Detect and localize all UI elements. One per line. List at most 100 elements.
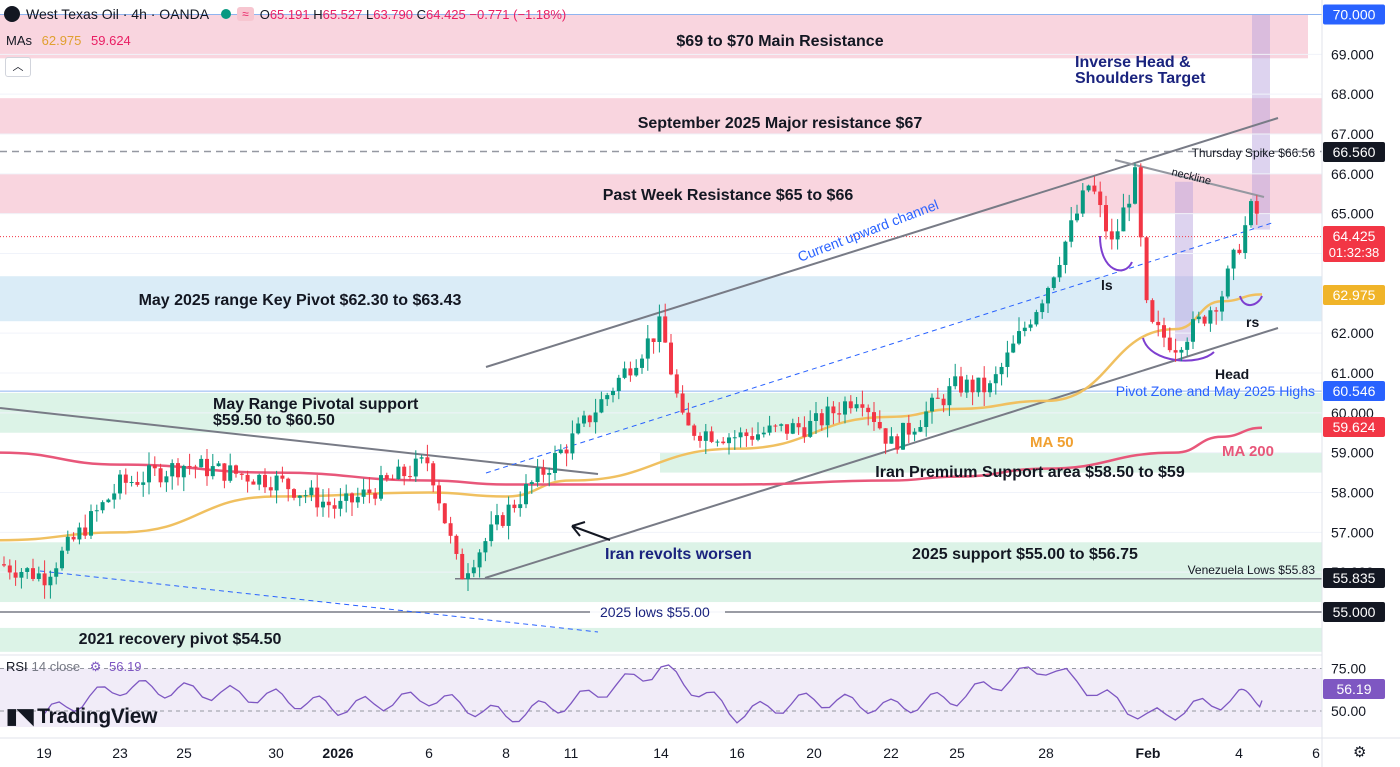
candle xyxy=(234,464,238,478)
candle xyxy=(1092,176,1097,195)
candle xyxy=(698,432,702,448)
candle xyxy=(193,464,198,479)
candle xyxy=(999,362,1004,386)
neckline xyxy=(1114,159,1265,198)
time-tick-label: Feb xyxy=(1136,745,1161,761)
ma-legend[interactable]: MAs 62.975 59.624 xyxy=(6,33,131,48)
symbol-title[interactable]: West Texas Oil · 4h · OANDA xyxy=(26,6,210,22)
candle-body xyxy=(71,536,76,540)
candle xyxy=(819,408,824,431)
channel-mid-line xyxy=(485,221,1276,474)
candle-body xyxy=(866,407,871,413)
candle-body xyxy=(25,568,30,572)
candle-body xyxy=(106,499,111,503)
candle xyxy=(756,422,760,442)
candle-body xyxy=(1034,312,1039,325)
candle xyxy=(1017,317,1021,346)
candle xyxy=(263,468,267,493)
candle xyxy=(13,560,18,586)
candle xyxy=(883,428,888,455)
market-status-icon xyxy=(221,9,232,19)
candle xyxy=(1138,163,1143,247)
price-label-bg xyxy=(1323,4,1385,25)
candle-body xyxy=(413,458,418,477)
candle xyxy=(419,454,424,464)
gear-icon[interactable]: ⚙ xyxy=(1353,744,1367,761)
candle-body xyxy=(228,465,233,481)
candle-body xyxy=(1167,337,1172,351)
zone-support xyxy=(0,627,1322,652)
candle-body xyxy=(553,453,557,474)
candle-body xyxy=(848,401,853,409)
chart-annotation: ls xyxy=(1101,277,1113,293)
candle-body xyxy=(593,412,598,423)
candle xyxy=(1196,311,1201,324)
rsi-settings-icon[interactable]: ⚙ xyxy=(89,659,102,674)
candle xyxy=(1179,347,1184,362)
candle xyxy=(210,453,215,480)
price-label: 70.000 xyxy=(1323,4,1385,25)
candle xyxy=(674,369,679,398)
candle xyxy=(141,471,146,497)
candle-body xyxy=(564,449,569,454)
candle xyxy=(280,466,285,483)
candle-body xyxy=(94,510,99,512)
candle xyxy=(628,361,633,382)
candle xyxy=(529,480,534,494)
candle-body xyxy=(1185,341,1190,350)
candle-body xyxy=(442,503,447,524)
candle xyxy=(199,455,204,468)
candle-body xyxy=(616,377,621,391)
candle-body xyxy=(970,379,975,393)
zone-label: $59.50 to $60.50 xyxy=(213,412,335,429)
wave-icon[interactable]: ≈ xyxy=(237,7,254,21)
candle xyxy=(1133,163,1137,205)
rsi-legend[interactable]: RSI 14 close ⚙ 56.19 xyxy=(6,659,142,674)
candle-body xyxy=(924,411,929,428)
time-tick-label: 8 xyxy=(502,745,510,761)
candle-body xyxy=(222,463,227,481)
price-label-value: 64.425 xyxy=(1333,228,1376,244)
downtrend-line xyxy=(0,407,599,475)
candle xyxy=(657,304,662,353)
candle-body xyxy=(19,571,24,578)
candle-body xyxy=(883,428,888,444)
candle xyxy=(576,417,581,435)
time-tick-label: 6 xyxy=(425,745,433,761)
tradingview-logo[interactable]: ▮◥ TradingView xyxy=(6,705,158,728)
candle xyxy=(599,391,604,414)
candle-body xyxy=(454,535,459,554)
price-tick-label: 66.000 xyxy=(1331,166,1374,182)
candle xyxy=(7,559,12,580)
candle-body xyxy=(1057,264,1062,278)
collapse-legend-button[interactable]: ︿ xyxy=(5,57,31,77)
price-label-value: 55.835 xyxy=(1333,570,1376,586)
price-label-value: 70.000 xyxy=(1333,7,1376,23)
candle-body xyxy=(999,366,1004,375)
time-tick-label: 30 xyxy=(268,745,284,761)
candle xyxy=(384,472,389,482)
price-tick-label: 58.000 xyxy=(1331,485,1374,501)
zone-label: September 2025 Major resistance $67 xyxy=(638,115,923,132)
candle-body xyxy=(344,493,349,501)
left-shoulder-curve xyxy=(1099,235,1133,272)
candle-body xyxy=(843,401,847,415)
candle-body xyxy=(402,466,407,477)
price-label-bg xyxy=(1323,142,1385,162)
candle-body xyxy=(466,573,470,580)
candle xyxy=(1214,307,1219,325)
candle-body xyxy=(1011,343,1016,353)
candle-body xyxy=(547,473,552,475)
candle-body xyxy=(7,565,12,573)
candle-body xyxy=(1144,237,1149,301)
candle xyxy=(587,414,592,428)
candle-body xyxy=(1051,277,1056,288)
candle-body xyxy=(1080,190,1085,214)
candle-body xyxy=(964,379,969,393)
candle xyxy=(1185,337,1190,356)
candle-body xyxy=(1104,205,1108,232)
candle xyxy=(1005,340,1010,378)
candle-body xyxy=(1086,185,1091,191)
candle xyxy=(379,465,383,501)
